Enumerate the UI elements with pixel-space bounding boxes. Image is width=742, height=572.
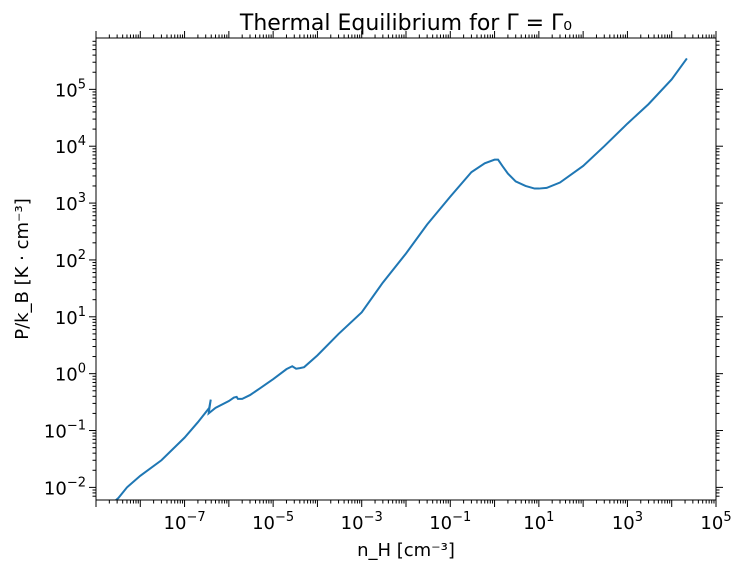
x-tick-label: 101	[523, 510, 554, 534]
x-axis-label: n_H [cm⁻³]	[357, 540, 455, 561]
y-tick-label: 105	[55, 77, 86, 101]
y-tick-label: 100	[55, 362, 86, 386]
x-tick-label: 10−5	[252, 510, 294, 534]
axes-frame	[95, 37, 717, 501]
series-line-0	[114, 57, 688, 500]
y-tick-label: 101	[55, 305, 86, 329]
y-tick-label: 102	[55, 248, 86, 272]
y-axis-label: P/k_B [K · cm⁻³]	[12, 198, 33, 340]
tick-labels: 10−7 10−5 10−3 10−1 101 103 105 10−2 10−1 100 101 1…	[44, 77, 732, 534]
x-tick-label: 10−1	[429, 510, 471, 534]
y-tick-label: 10−2	[44, 475, 86, 499]
x-tick-label: 105	[700, 510, 731, 534]
y-tick-label: 10−1	[44, 419, 86, 443]
x-tick-label: 10−7	[164, 510, 206, 534]
x-tick-label: 10−3	[341, 510, 383, 534]
y-tick-label: 103	[55, 191, 86, 215]
plot-area	[114, 57, 688, 500]
x-tick-label: 103	[612, 510, 643, 534]
y-tick-label: 104	[55, 134, 86, 158]
axis-ticks	[89, 31, 723, 507]
